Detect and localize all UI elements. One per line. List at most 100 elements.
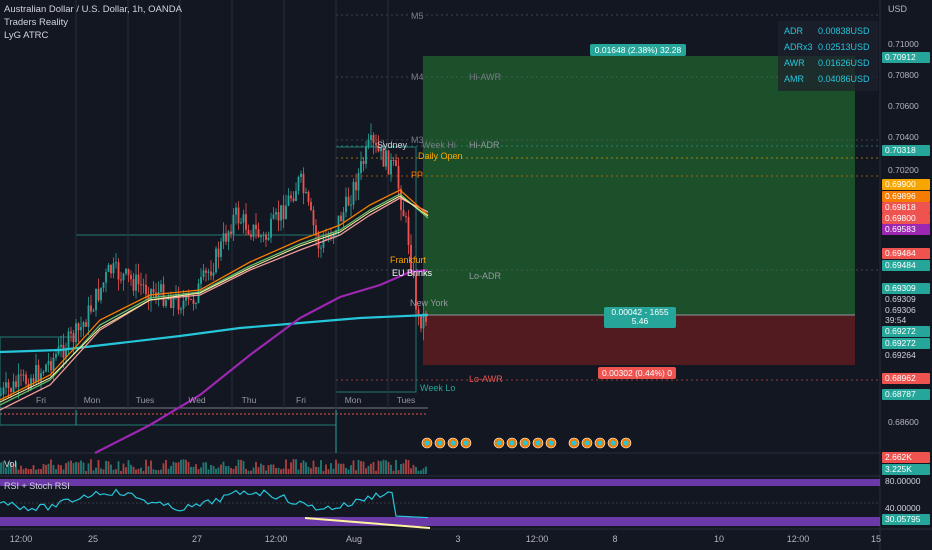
candle-body [80, 327, 82, 331]
currency-label[interactable]: USD [888, 4, 908, 14]
volume-bar [262, 465, 265, 474]
volume-bar [207, 469, 210, 474]
candle-body [117, 262, 120, 280]
candle-body [95, 288, 97, 311]
volume-bar [412, 464, 415, 474]
volume-bar [155, 470, 157, 474]
candle-body [10, 388, 12, 393]
candle-body [245, 214, 247, 230]
volume-bar [212, 465, 215, 474]
candle-body [407, 216, 410, 245]
volume-bar [145, 459, 147, 474]
position-target-badge[interactable]: 0.01648 (2.38%) 32.28 [590, 44, 686, 56]
candle-body [107, 265, 110, 273]
level-hi-awr: Hi-AWR [469, 72, 502, 82]
time-tick-1200-a: 12:00 [9, 534, 33, 544]
info-adrx3-value: 0.02513USD [818, 42, 870, 52]
volume-bar [65, 463, 67, 474]
volume-bar [277, 467, 280, 474]
volume-label[interactable]: Vol [4, 459, 17, 469]
candle-body [405, 216, 407, 218]
time-tick-3: 3 [455, 534, 461, 544]
position-center-badge[interactable]: 0.00042 - 1655 5.46 [604, 307, 676, 328]
time-tick-8: 8 [612, 534, 618, 544]
volume-bar [137, 468, 140, 474]
candle-body [102, 282, 105, 288]
candle-body [300, 173, 302, 177]
volume-bar [362, 461, 365, 474]
rsi-upper-tag: 80.00000 [882, 476, 930, 487]
candle-body [317, 235, 320, 249]
level-lo-adr: Lo-ADR [469, 271, 502, 281]
day-label-fri-2: Fri [296, 395, 306, 405]
candle-body [75, 323, 77, 343]
volume-bar [147, 466, 150, 474]
volume-bar [90, 459, 92, 474]
volume-bar [132, 466, 135, 474]
volume-bar [395, 459, 397, 474]
volume-bar [355, 470, 357, 474]
volume-bar [387, 461, 390, 474]
volume-bar [37, 468, 40, 474]
ema-green-line [0, 193, 429, 406]
volume-bar [22, 469, 25, 474]
volume-bar [275, 468, 277, 474]
volume-bar [215, 468, 217, 474]
price-tick-0-706: 0.70600 [888, 101, 919, 111]
news-event-marker-dot [496, 440, 502, 446]
volume-bar [282, 468, 285, 474]
volume-bar [187, 461, 190, 474]
candle-body [415, 274, 417, 310]
candle-body [212, 272, 215, 276]
volume-bar [330, 463, 332, 474]
position-stop-badge[interactable]: 0.00302 (0.44%) 0 [598, 367, 676, 379]
volume-bar [255, 461, 257, 474]
candle-body [370, 135, 372, 140]
indicator-lyg-atrc[interactable]: LyG ATRC [4, 30, 49, 41]
info-adr-value: 0.00838USD [818, 26, 870, 36]
price-tag-last: 0.69306 [882, 305, 930, 316]
candle-body [307, 191, 310, 202]
volume-bar [332, 468, 335, 474]
volume-bar [190, 466, 192, 474]
candle-body [200, 276, 202, 284]
volume-bar [117, 461, 120, 474]
volume-bar [407, 460, 410, 474]
candle-body [105, 272, 107, 283]
volume-tag-1: 2.662K [882, 452, 930, 463]
volume-bar [112, 469, 115, 474]
news-event-marker-dot [610, 440, 616, 446]
candle-body [365, 146, 367, 164]
volume-bar [280, 469, 282, 474]
candle-body [400, 188, 402, 210]
indicator-traders-reality[interactable]: Traders Reality [4, 17, 69, 28]
candle-body [287, 195, 290, 206]
volume-bar [372, 461, 375, 474]
volume-bar [115, 469, 117, 474]
volume-bar [320, 460, 322, 474]
volume-bar [385, 460, 387, 474]
candle-body [72, 333, 75, 343]
candle-body [115, 262, 117, 264]
volume-bar [245, 468, 247, 474]
volume-bar [305, 462, 307, 474]
volume-bar [260, 463, 262, 474]
volume-bar [360, 461, 362, 474]
volume-bar [160, 469, 162, 474]
candle-body [215, 248, 217, 273]
volume-bar [135, 469, 137, 474]
candle-body [297, 176, 300, 191]
volume-bar [70, 460, 72, 474]
price-tag-bid: 0.69309 [882, 294, 930, 305]
rsi-label[interactable]: RSI + Stoch RSI [4, 481, 70, 491]
volume-bar [392, 470, 395, 474]
news-event-marker-dot [450, 440, 456, 446]
session-sydney: Sydney [377, 140, 408, 150]
price-tag-ema-1: 0.69818 [882, 202, 930, 213]
candle-body [420, 314, 422, 329]
volume-bar [312, 460, 315, 474]
volume-bar [60, 465, 62, 474]
symbol-title[interactable]: Australian Dollar / U.S. Dollar, 1h, OAN… [4, 4, 182, 15]
